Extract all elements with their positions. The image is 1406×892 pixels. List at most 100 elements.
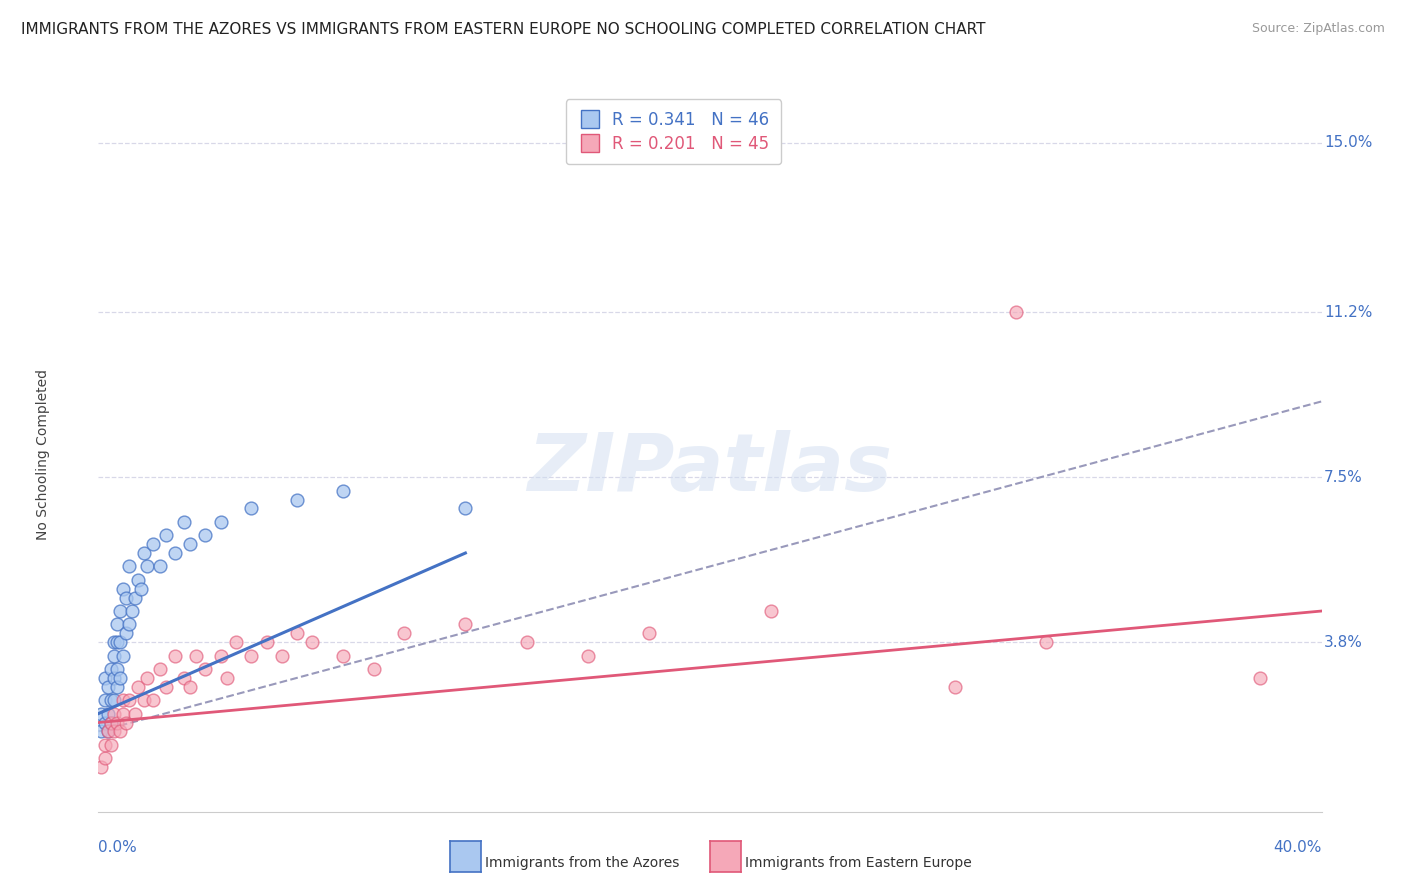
Point xyxy=(90,724,112,739)
Text: IMMIGRANTS FROM THE AZORES VS IMMIGRANTS FROM EASTERN EUROPE NO SCHOOLING COMPLE: IMMIGRANTS FROM THE AZORES VS IMMIGRANTS… xyxy=(21,22,986,37)
Point xyxy=(115,591,138,605)
Point xyxy=(285,492,308,507)
Point xyxy=(100,715,122,730)
Point xyxy=(111,706,134,721)
Point xyxy=(118,693,141,707)
Point xyxy=(115,715,138,730)
Point xyxy=(103,706,125,721)
Point xyxy=(179,680,201,694)
Point xyxy=(108,635,131,649)
Point xyxy=(97,706,120,721)
Point xyxy=(1035,635,1057,649)
Point xyxy=(100,693,122,707)
Point xyxy=(332,483,354,498)
Text: Source: ZipAtlas.com: Source: ZipAtlas.com xyxy=(1251,22,1385,36)
Point xyxy=(392,626,416,640)
Point xyxy=(173,671,195,685)
Point xyxy=(90,760,112,774)
Point xyxy=(124,591,146,605)
Text: Immigrants from the Azores: Immigrants from the Azores xyxy=(485,855,679,870)
Text: 0.0%: 0.0% xyxy=(98,840,138,855)
Point xyxy=(103,693,125,707)
Text: 40.0%: 40.0% xyxy=(1274,840,1322,855)
Point xyxy=(194,528,217,542)
Point xyxy=(129,582,152,596)
Point xyxy=(100,738,122,752)
Point xyxy=(1004,305,1026,319)
Point xyxy=(105,662,128,676)
Point xyxy=(127,680,149,694)
Point xyxy=(108,724,131,739)
Point xyxy=(516,635,538,649)
Point xyxy=(155,680,177,694)
Text: No Schooling Completed: No Schooling Completed xyxy=(37,369,51,541)
Point xyxy=(105,680,128,694)
Point xyxy=(209,648,232,663)
Point xyxy=(136,559,159,574)
Point xyxy=(759,604,782,618)
Text: Immigrants from Eastern Europe: Immigrants from Eastern Europe xyxy=(745,855,972,870)
Point xyxy=(215,671,238,685)
Text: 3.8%: 3.8% xyxy=(1324,635,1362,649)
Point xyxy=(454,501,477,516)
Point xyxy=(149,662,172,676)
Point xyxy=(209,515,232,529)
Text: 11.2%: 11.2% xyxy=(1324,305,1372,319)
Point xyxy=(103,635,125,649)
Point xyxy=(103,671,125,685)
Point xyxy=(136,671,159,685)
Point xyxy=(108,604,131,618)
Point xyxy=(105,635,128,649)
Point xyxy=(149,559,172,574)
Point xyxy=(142,537,165,551)
Text: ZIPatlas: ZIPatlas xyxy=(527,430,893,508)
Point xyxy=(134,546,156,560)
Text: 15.0%: 15.0% xyxy=(1324,136,1372,150)
Point xyxy=(142,693,165,707)
Point xyxy=(163,546,186,560)
Text: 7.5%: 7.5% xyxy=(1324,470,1362,484)
Point xyxy=(105,715,128,730)
Point xyxy=(301,635,323,649)
Point xyxy=(97,680,120,694)
Point xyxy=(93,751,115,765)
Point xyxy=(111,582,134,596)
Point xyxy=(637,626,661,640)
Point xyxy=(332,648,354,663)
Point xyxy=(93,715,115,730)
Point xyxy=(121,604,143,618)
Point xyxy=(943,680,966,694)
Point xyxy=(103,648,125,663)
Point xyxy=(240,648,263,663)
Point xyxy=(179,537,201,551)
Point xyxy=(90,706,112,721)
Point xyxy=(105,617,128,632)
Point xyxy=(118,559,141,574)
Point xyxy=(240,501,263,516)
Point xyxy=(163,648,186,663)
Point xyxy=(111,693,134,707)
Point xyxy=(97,724,120,739)
Point xyxy=(270,648,292,663)
Point xyxy=(111,648,134,663)
Point xyxy=(363,662,385,676)
Point xyxy=(127,573,149,587)
Point xyxy=(186,648,208,663)
Point xyxy=(100,662,122,676)
Point xyxy=(115,626,138,640)
Point xyxy=(134,693,156,707)
Point xyxy=(108,671,131,685)
Point xyxy=(256,635,278,649)
Point xyxy=(93,671,115,685)
Point xyxy=(124,706,146,721)
Legend: R = 0.341   N = 46, R = 0.201   N = 45: R = 0.341 N = 46, R = 0.201 N = 45 xyxy=(565,99,782,164)
Point xyxy=(225,635,247,649)
Point xyxy=(1249,671,1271,685)
Point xyxy=(103,724,125,739)
Point xyxy=(173,515,195,529)
Point xyxy=(97,724,120,739)
Point xyxy=(285,626,308,640)
Point xyxy=(100,715,122,730)
Point xyxy=(118,617,141,632)
Point xyxy=(576,648,599,663)
